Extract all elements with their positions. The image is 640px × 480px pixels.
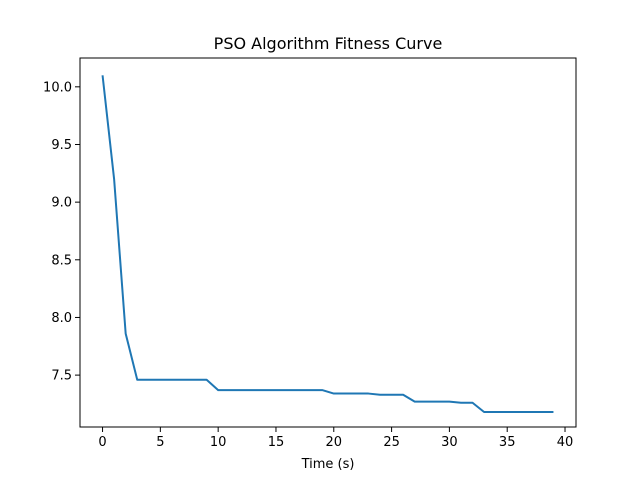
y-tick-label: 9.5 [51, 138, 72, 153]
x-tick-label: 15 [268, 435, 285, 450]
x-tick-label: 5 [156, 435, 164, 450]
y-axis: 7.5 8.0 8.5 9.0 9.5 10.0 [43, 80, 80, 384]
chart-title: PSO Algorithm Fitness Curve [214, 34, 443, 53]
x-axis: 0 5 10 15 20 25 30 35 40 [98, 427, 573, 450]
x-tick-label: 40 [557, 435, 574, 450]
y-tick-label: 7.5 [51, 369, 72, 384]
y-tick-label: 10.0 [43, 80, 72, 95]
x-tick-label: 0 [98, 435, 106, 450]
x-tick-label: 10 [210, 435, 227, 450]
y-tick-label: 8.0 [51, 311, 72, 326]
x-tick-label: 20 [326, 435, 343, 450]
x-tick-label: 25 [383, 435, 400, 450]
axes-frame [79, 57, 577, 428]
y-tick-label: 8.5 [51, 253, 72, 268]
x-axis-label: Time (s) [301, 457, 355, 472]
series-line-0 [101, 75, 554, 414]
plot-area [79, 57, 577, 428]
x-tick-label: 30 [441, 435, 458, 450]
x-tick-label: 35 [499, 435, 516, 450]
y-tick-label: 9.0 [51, 196, 72, 211]
